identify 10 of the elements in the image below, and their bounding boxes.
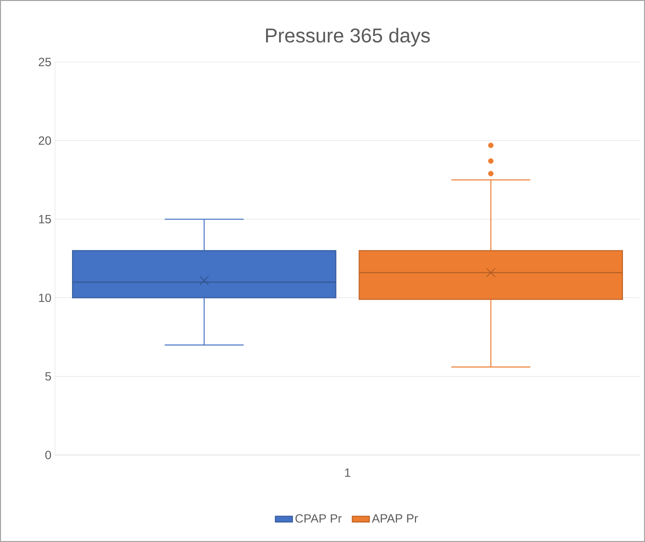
x-tick-label: 1 xyxy=(345,468,350,477)
y-tick-label: 15 xyxy=(39,215,51,224)
y-tick-label: 5 xyxy=(45,372,51,381)
y-tick-label: 25 xyxy=(38,58,51,66)
y-tick-label: 10 xyxy=(39,294,52,302)
legend-label: APAP Pr xyxy=(372,514,418,522)
chart-title: Pressure 365 days xyxy=(266,28,430,47)
y-tick-label: 0 xyxy=(45,450,52,460)
legend-label: CPAP Pr xyxy=(296,514,342,523)
y-tick-label: 20 xyxy=(38,136,52,145)
